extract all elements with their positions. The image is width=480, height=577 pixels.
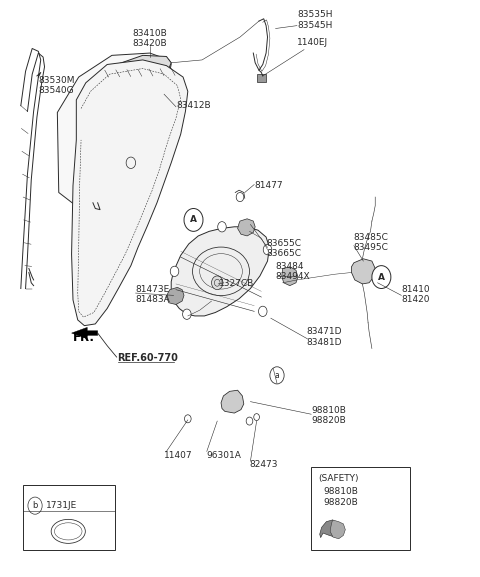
Text: 81477: 81477 (254, 181, 283, 190)
Circle shape (259, 306, 267, 317)
Circle shape (184, 208, 203, 231)
Polygon shape (72, 60, 188, 325)
Text: 1140EJ: 1140EJ (297, 38, 328, 47)
Text: 1731JE: 1731JE (47, 501, 78, 510)
Text: 82473: 82473 (250, 460, 278, 469)
Text: 83530M
83540G: 83530M 83540G (38, 76, 75, 95)
Bar (257, 74, 265, 81)
Text: 83471D
83481D: 83471D 83481D (306, 327, 342, 347)
Text: A: A (378, 272, 385, 282)
Polygon shape (320, 520, 340, 538)
Polygon shape (171, 227, 269, 316)
Polygon shape (221, 390, 244, 413)
Text: 83655C
83665C: 83655C 83665C (266, 239, 301, 258)
Polygon shape (167, 287, 184, 305)
Circle shape (263, 245, 272, 255)
Text: (SAFETY): (SAFETY) (318, 474, 359, 483)
Text: 83412B: 83412B (176, 101, 211, 110)
Text: 83410B
83420B: 83410B 83420B (132, 28, 167, 48)
Text: a: a (275, 371, 279, 380)
Circle shape (184, 415, 191, 423)
Text: A: A (190, 215, 197, 224)
Text: 98810B
98820B: 98810B 98820B (323, 488, 358, 507)
Bar (23, 485, 115, 550)
Text: 83535H
83545H: 83535H 83545H (297, 10, 333, 29)
Bar (311, 467, 410, 550)
Text: 83485C
83495C: 83485C 83495C (354, 233, 389, 253)
Polygon shape (72, 327, 97, 339)
Polygon shape (330, 520, 345, 539)
Polygon shape (238, 219, 255, 236)
Circle shape (182, 309, 191, 319)
Polygon shape (105, 55, 171, 80)
Text: 11407: 11407 (164, 451, 192, 460)
Circle shape (254, 414, 260, 421)
Text: REF.60-770: REF.60-770 (118, 353, 179, 363)
Text: FR.: FR. (73, 331, 95, 343)
Text: 96301A: 96301A (207, 451, 241, 460)
Text: 83484
83494X: 83484 83494X (276, 261, 310, 281)
Text: b: b (32, 501, 38, 510)
Polygon shape (282, 267, 298, 286)
Circle shape (270, 367, 284, 384)
Text: 81473E
81483A: 81473E 81483A (136, 284, 170, 304)
Circle shape (246, 417, 253, 425)
Circle shape (218, 222, 226, 232)
Polygon shape (351, 259, 375, 284)
Bar (95, 207, 103, 214)
Polygon shape (57, 53, 171, 209)
Text: 81410
81420: 81410 81420 (401, 284, 430, 304)
Circle shape (170, 266, 179, 276)
Text: 1327CB: 1327CB (219, 279, 254, 288)
Circle shape (212, 276, 223, 290)
Circle shape (372, 265, 391, 288)
Text: 98810B
98820B: 98810B 98820B (311, 406, 346, 425)
